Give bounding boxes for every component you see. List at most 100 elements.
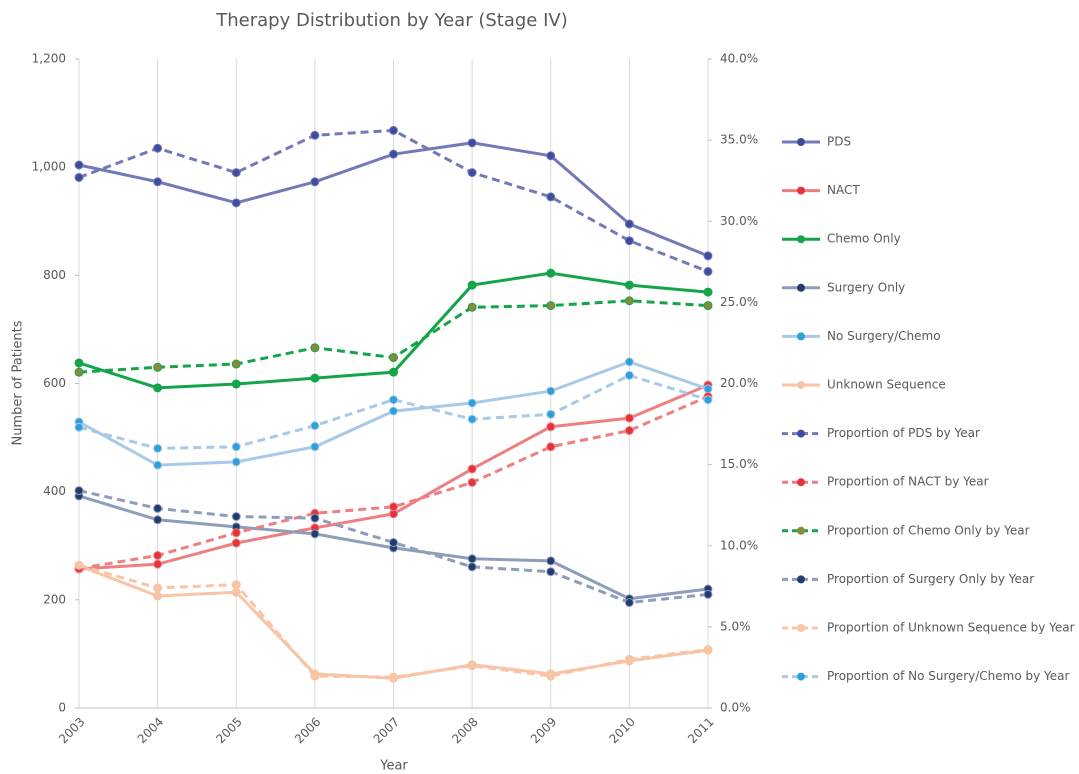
series-line xyxy=(78,395,709,570)
marker xyxy=(74,486,84,496)
marker xyxy=(703,287,713,297)
legend-marker xyxy=(797,381,805,389)
marker xyxy=(546,422,556,432)
y2-tick-label: 25.0% xyxy=(720,295,758,309)
y2-tick-label: 0.0% xyxy=(720,701,751,715)
marker xyxy=(153,591,163,601)
x-tick-label: 2011 xyxy=(685,715,716,746)
marker xyxy=(624,357,634,367)
marker xyxy=(74,367,84,377)
legend-label: Proportion of NACT by Year xyxy=(827,475,989,489)
x-tick-label: 2006 xyxy=(292,715,323,746)
marker xyxy=(624,598,634,608)
marker xyxy=(153,443,163,453)
x-tick-label: 2007 xyxy=(371,715,402,746)
marker xyxy=(624,280,634,290)
legend-label: Surgery Only xyxy=(827,280,905,294)
series-line xyxy=(78,373,709,450)
legend-label: Proportion of Surgery Only by Year xyxy=(827,572,1034,586)
legend-label: NACT xyxy=(827,183,860,197)
legend-label: PDS xyxy=(827,135,851,149)
marker xyxy=(546,386,556,396)
y2-tick-label: 35.0% xyxy=(720,133,758,147)
marker xyxy=(231,379,241,389)
marker xyxy=(703,301,713,311)
y2-tick-label: 30.0% xyxy=(720,214,758,228)
y-tick-label: 600 xyxy=(43,376,66,390)
marker xyxy=(231,198,241,208)
x-tick-label: 2009 xyxy=(528,715,559,746)
marker xyxy=(546,671,556,681)
marker xyxy=(231,168,241,178)
marker xyxy=(546,301,556,311)
marker xyxy=(703,384,713,394)
marker xyxy=(74,160,84,170)
legend-marker xyxy=(797,575,805,584)
marker xyxy=(310,343,320,353)
marker xyxy=(624,296,634,306)
y2-tick-label: 15.0% xyxy=(720,457,758,471)
marker xyxy=(389,125,398,135)
marker xyxy=(703,395,713,405)
marker xyxy=(546,567,556,577)
marker xyxy=(624,654,634,664)
marker xyxy=(703,589,713,599)
legend-label: Unknown Sequence xyxy=(827,378,946,392)
legend-label: Chemo Only xyxy=(827,232,901,246)
marker xyxy=(467,168,477,178)
y-tick-label: 0 xyxy=(58,701,66,715)
marker xyxy=(389,502,398,512)
marker xyxy=(310,373,320,383)
marker xyxy=(389,395,398,405)
marker xyxy=(467,562,477,572)
legend-marker xyxy=(797,186,805,195)
marker xyxy=(310,671,320,681)
legend-label: No Surgery/Chemo xyxy=(827,329,941,343)
marker xyxy=(389,149,398,159)
y-tick-label: 400 xyxy=(43,484,66,498)
marker xyxy=(231,538,241,548)
marker xyxy=(467,414,477,424)
marker xyxy=(389,538,398,548)
legend-marker xyxy=(797,332,805,341)
marker xyxy=(624,413,634,423)
marker xyxy=(467,138,477,148)
marker xyxy=(153,515,163,525)
legend-marker xyxy=(797,283,805,292)
legend-marker xyxy=(797,235,805,244)
marker xyxy=(310,421,320,431)
x-tick-label: 2004 xyxy=(135,715,166,746)
legend-marker xyxy=(797,672,805,681)
series-line xyxy=(78,489,709,605)
marker xyxy=(624,426,634,436)
marker xyxy=(74,358,84,368)
x-tick-label: 2003 xyxy=(56,715,87,746)
marker xyxy=(546,556,556,566)
y-tick-label: 1,200 xyxy=(32,52,66,66)
legend-label: Proportion of Chemo Only by Year xyxy=(827,523,1030,537)
marker xyxy=(153,559,163,569)
marker xyxy=(153,177,163,187)
marker xyxy=(153,583,163,593)
marker xyxy=(231,587,241,597)
marker xyxy=(624,219,634,229)
marker xyxy=(467,398,477,408)
marker xyxy=(310,177,320,187)
marker xyxy=(310,130,320,140)
marker xyxy=(546,192,556,202)
marker xyxy=(310,529,320,539)
series-line xyxy=(78,563,709,679)
y2-tick-label: 20.0% xyxy=(720,376,758,390)
marker xyxy=(389,672,398,682)
marker xyxy=(153,362,163,372)
legend-marker xyxy=(797,429,805,438)
marker xyxy=(467,477,477,487)
marker xyxy=(153,383,163,393)
marker xyxy=(74,422,84,432)
y-tick-label: 800 xyxy=(43,268,66,282)
legend-marker xyxy=(797,624,805,632)
legend-marker xyxy=(797,526,805,535)
legend-marker xyxy=(797,478,805,487)
y-tick-label: 1,000 xyxy=(32,160,66,174)
